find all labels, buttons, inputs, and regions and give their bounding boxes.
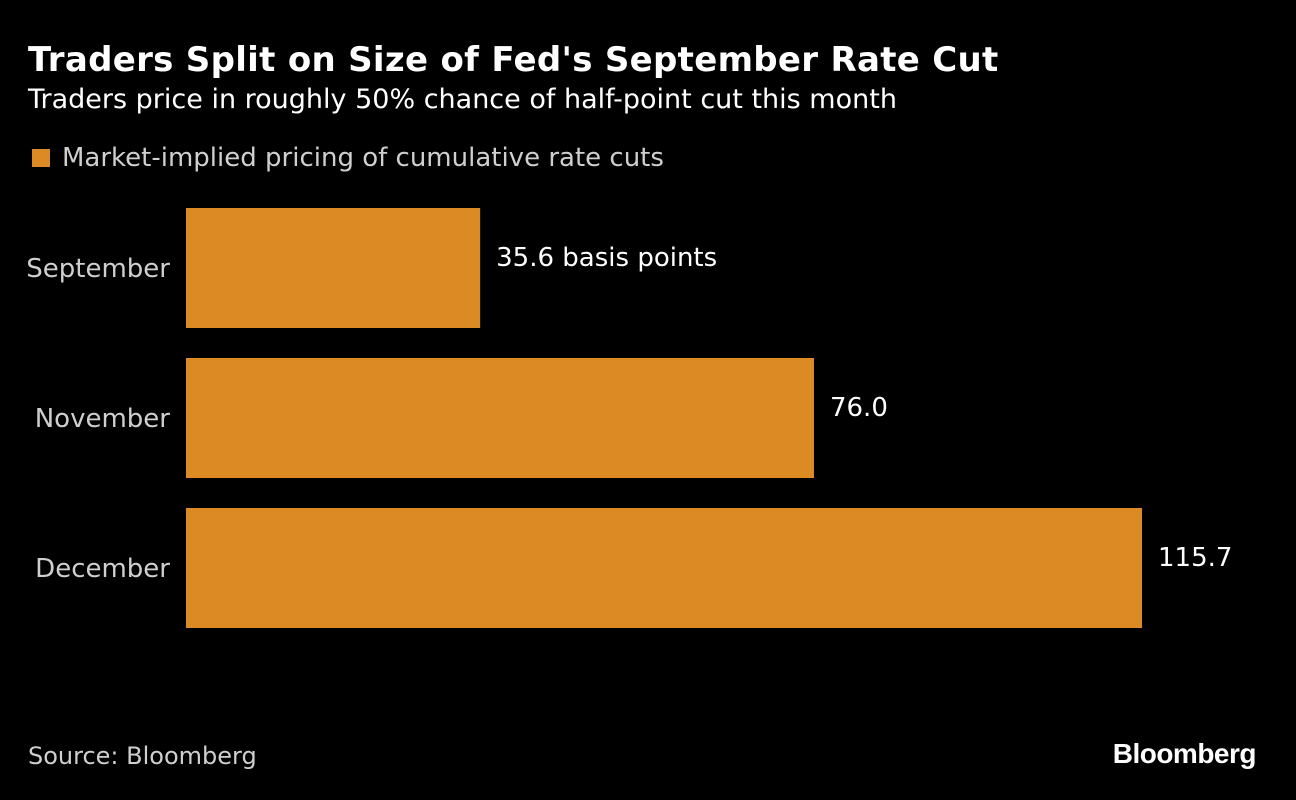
legend-swatch	[32, 149, 50, 167]
data-label-december: 115.7	[1158, 543, 1232, 573]
legend-label: Market-implied pricing of cumulative rat…	[62, 143, 664, 173]
legend: Market-implied pricing of cumulative rat…	[32, 141, 664, 175]
category-label-december: December	[35, 554, 170, 584]
bar-september	[186, 208, 481, 328]
source-note: Source: Bloomberg	[28, 742, 257, 770]
bar-december	[186, 508, 1142, 628]
data-label-november: 76.0	[830, 393, 888, 423]
category-label-september: September	[26, 254, 170, 284]
bloomberg-logo: Bloomberg	[1112, 738, 1257, 769]
category-label-november: November	[35, 404, 171, 434]
bar-chart: September 35.6 basis points November 76.0 De…	[26, 208, 1232, 628]
chart-title: Traders Split on Size of Fed's September…	[28, 40, 999, 80]
bar-november	[186, 358, 814, 478]
chart-subtitle: Traders price in roughly 50% chance of h…	[28, 84, 897, 115]
data-label-september: 35.6 basis points	[496, 243, 717, 273]
